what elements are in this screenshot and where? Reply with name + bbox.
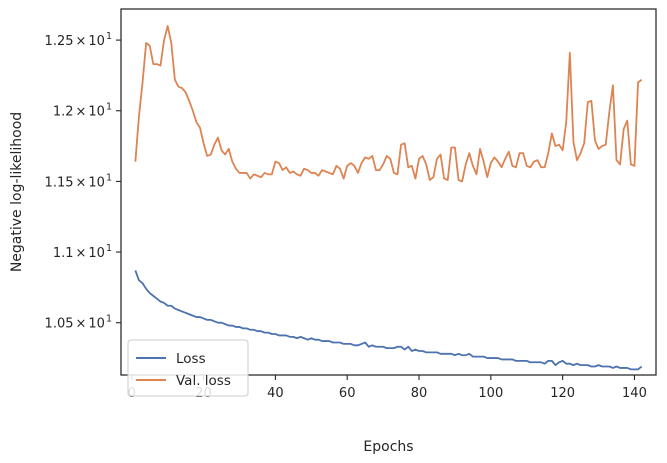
y-tick-exp: 1 — [106, 314, 112, 325]
series-line-loss — [134, 270, 643, 371]
y-tick-base: 10 — [88, 246, 105, 261]
y-tick-label: 1.05 × 101 — [45, 314, 112, 332]
y-tick-times: × — [76, 105, 87, 120]
y-tick-exp: 1 — [106, 243, 112, 254]
y-tick-mantissa: 1.25 — [45, 34, 74, 49]
series-line-val-loss — [134, 25, 643, 183]
y-tick-mantissa: 1.15 — [45, 175, 74, 190]
legend: Loss Val. loss — [127, 339, 249, 397]
y-tick-label: 1.15 × 101 — [45, 172, 112, 190]
y-tick-label: 1.2 × 101 — [53, 102, 112, 120]
y-tick-base: 10 — [88, 34, 105, 49]
y-tick-label: 1.25 × 101 — [45, 31, 112, 49]
y-tick-times: × — [76, 246, 87, 261]
y-tick-base: 10 — [88, 317, 105, 332]
y-axis-label: Negative log-likelihood — [9, 112, 25, 272]
y-tick-exp: 1 — [106, 102, 112, 113]
y-tick-times: × — [76, 317, 87, 332]
legend-label-val-loss: Val. loss — [176, 373, 231, 389]
x-tick-label: 60 — [339, 386, 356, 401]
y-tick-label: 1.1 × 101 — [53, 243, 112, 261]
x-axis-label: Epochs — [363, 439, 413, 455]
x-tick-label: 80 — [411, 386, 428, 401]
plot-frame — [120, 8, 657, 376]
y-tick-mantissa: 1.1 — [53, 246, 74, 261]
x-tick-label: 120 — [550, 386, 575, 401]
y-tick-mantissa: 1.05 — [45, 317, 74, 332]
x-tick-label: 100 — [478, 386, 503, 401]
y-tick-exp: 1 — [106, 172, 112, 183]
plot-lines — [134, 25, 643, 371]
y-tick-times: × — [76, 34, 87, 49]
y-tick-mantissa: 1.2 — [53, 105, 74, 120]
y-tick-base: 10 — [88, 175, 105, 190]
y-tick-base: 10 — [88, 105, 105, 120]
legend-box — [127, 339, 249, 397]
x-tick-label: 140 — [622, 386, 647, 401]
y-tick-exp: 1 — [106, 31, 112, 42]
y-tick-times: × — [76, 175, 87, 190]
x-axis-ticks: 020406080100120140 — [128, 375, 647, 401]
legend-label-loss: Loss — [176, 351, 206, 367]
x-tick-label: 40 — [267, 386, 284, 401]
